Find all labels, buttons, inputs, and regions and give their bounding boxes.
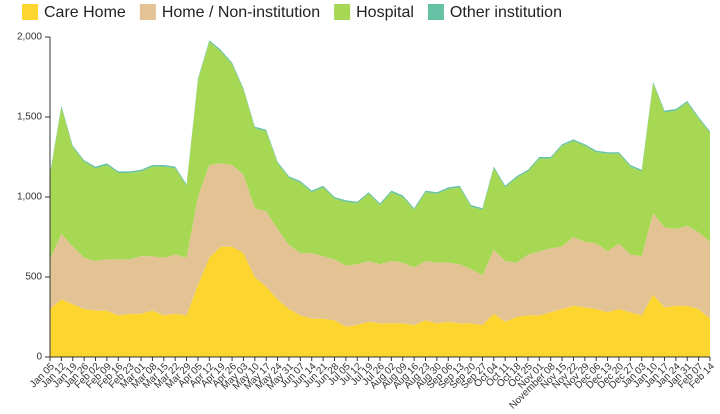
legend-swatch — [427, 4, 444, 20]
area — [50, 41, 710, 276]
legend-label: Other institution — [450, 4, 562, 21]
y-tick-label: 2,000 — [17, 32, 42, 43]
area — [50, 246, 710, 357]
legend-label: Care Home — [44, 4, 126, 21]
legend-swatch — [139, 4, 156, 20]
y-tick-label: 1,500 — [17, 112, 42, 123]
legend-label: Home / Non-institution — [162, 4, 320, 21]
y-tick-label: 1,000 — [17, 192, 42, 203]
legend-label: Hospital — [356, 4, 414, 21]
legend-swatch — [334, 4, 351, 20]
legend-swatch — [22, 4, 38, 20]
y-tick-label: 0 — [36, 352, 42, 363]
area — [50, 163, 710, 327]
y-tick-label: 500 — [25, 272, 42, 283]
